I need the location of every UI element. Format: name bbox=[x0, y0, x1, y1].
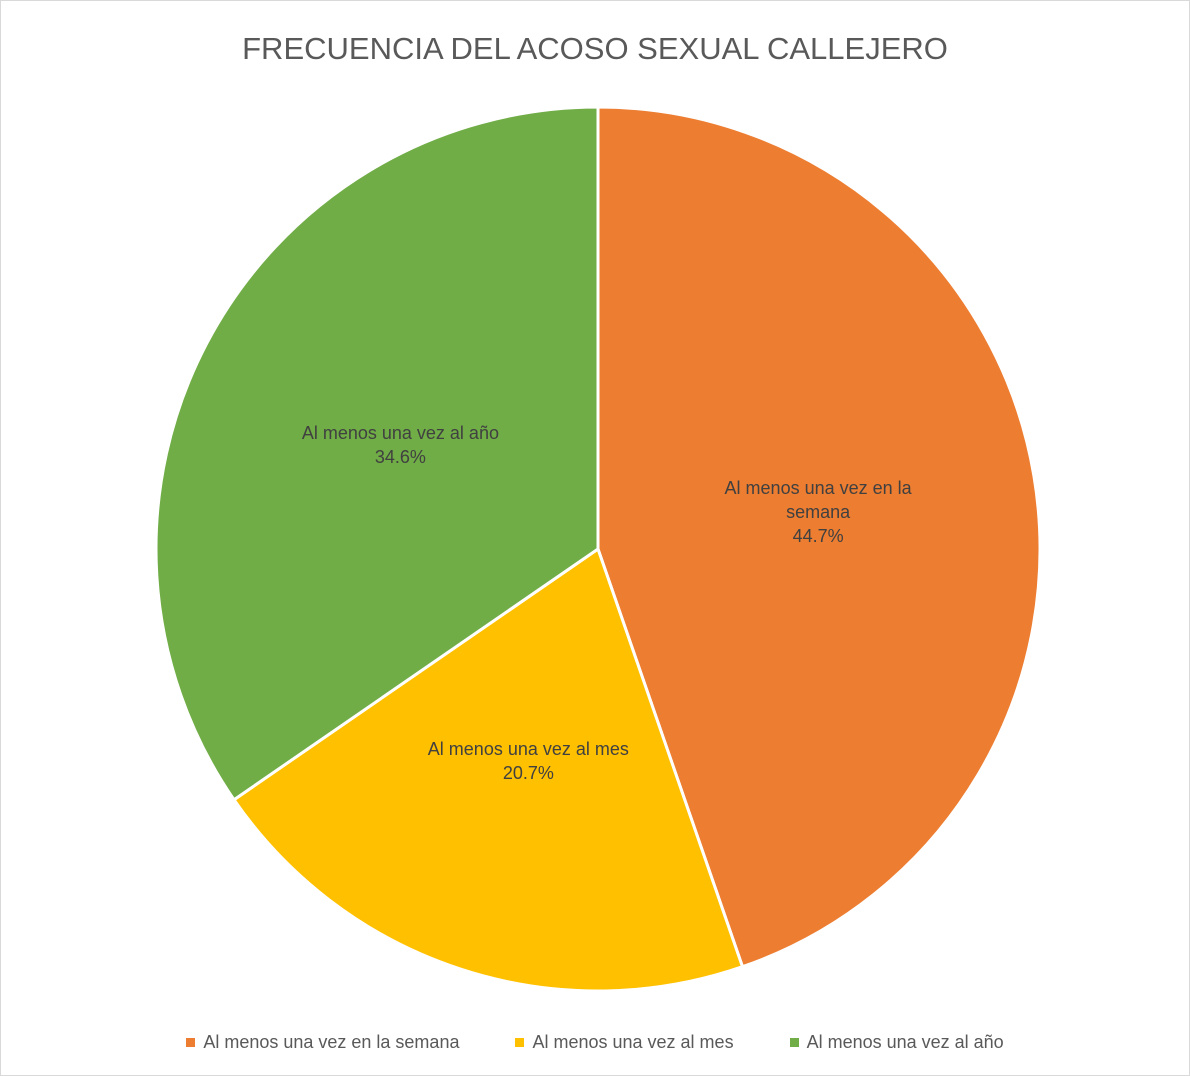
data-label-value: 44.7% bbox=[792, 526, 844, 546]
data-label-value: 34.6% bbox=[374, 447, 426, 468]
legend-label: Al menos una vez en la semana bbox=[203, 1032, 460, 1052]
legend-item: Al menos una vez en la semana bbox=[186, 1032, 459, 1053]
legend-swatch bbox=[186, 1038, 196, 1047]
legend-swatch bbox=[789, 1038, 799, 1047]
legend-item: Al menos una vez al año bbox=[789, 1032, 1004, 1053]
data-label-value: 20.7% bbox=[502, 763, 554, 784]
legend-label: Al menos una vez al mes bbox=[532, 1032, 734, 1052]
legend: Al menos una vez en la semana Al menos un… bbox=[1, 1032, 1189, 1053]
data-label: Al menos una vez al mes 20.7% bbox=[423, 737, 633, 785]
legend-swatch bbox=[515, 1038, 525, 1047]
data-label-category: Al menos una vez en la semana bbox=[724, 478, 912, 522]
data-label: Al menos una vez en la semana 44.7% bbox=[713, 476, 923, 548]
data-label-category: Al menos una vez al mes bbox=[427, 739, 629, 760]
pie-slice bbox=[596, 105, 1042, 969]
pie-slice bbox=[231, 546, 745, 993]
legend-item: Al menos una vez al mes bbox=[515, 1032, 734, 1053]
legend-label: Al menos una vez al año bbox=[806, 1032, 1004, 1052]
pie-slice bbox=[154, 105, 600, 802]
data-label: Al menos una vez al año 34.6% bbox=[295, 421, 505, 469]
data-label-category: Al menos una vez al año bbox=[301, 423, 499, 444]
chart-title: FRECUENCIA DEL ACOSO SEXUAL CALLEJERO bbox=[242, 31, 948, 66]
